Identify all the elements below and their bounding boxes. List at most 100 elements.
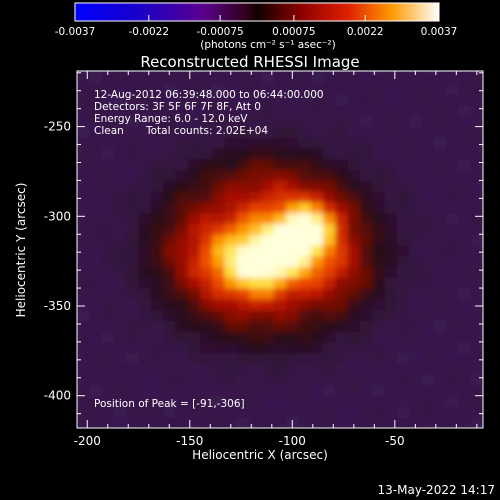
heatmap-cell xyxy=(101,105,115,117)
heatmap-cell xyxy=(372,148,386,160)
heatmap-cell xyxy=(446,417,459,428)
heatmap-cell xyxy=(433,352,447,364)
heatmap-cell xyxy=(261,191,275,203)
heatmap-cell xyxy=(421,288,435,300)
heatmap-cell xyxy=(249,234,263,246)
heatmap-cell xyxy=(249,384,263,397)
heatmap-cell xyxy=(261,417,275,428)
heatmap-cell xyxy=(163,234,176,246)
y-tick-label: -400 xyxy=(44,389,71,403)
heatmap-cell xyxy=(372,277,386,289)
heatmap-cell xyxy=(359,320,373,332)
heatmap-cell xyxy=(150,255,164,268)
heatmap-cell xyxy=(310,201,324,214)
heatmap-cell xyxy=(446,266,459,278)
heatmap-cell xyxy=(175,406,189,418)
heatmap-cell xyxy=(446,406,459,418)
heatmap-cell xyxy=(249,212,263,224)
heatmap-cell xyxy=(323,331,336,343)
heatmap-cell xyxy=(101,191,115,203)
heatmap-cell xyxy=(396,105,410,117)
heatmap-cell xyxy=(150,277,164,289)
heatmap-cell xyxy=(138,309,152,321)
heatmap-cell xyxy=(298,255,312,268)
heatmap-cell xyxy=(446,115,459,128)
heatmap-cell xyxy=(273,191,287,203)
heatmap-cell xyxy=(286,341,299,354)
heatmap-cell xyxy=(150,94,164,106)
heatmap-cell xyxy=(200,126,213,138)
heatmap-cell xyxy=(458,158,472,171)
heatmap-cell xyxy=(323,266,336,278)
heatmap-cell xyxy=(101,83,115,95)
heatmap-cell xyxy=(323,223,336,235)
heatmap-cell xyxy=(163,320,176,332)
heatmap-cell xyxy=(77,406,90,418)
heatmap-cell xyxy=(187,384,201,397)
heatmap-cell xyxy=(224,94,238,106)
heatmap-cell xyxy=(273,288,287,300)
heatmap-cell xyxy=(433,115,447,128)
heatmap-cell xyxy=(470,148,483,160)
heatmap-cell xyxy=(200,406,213,418)
heatmap-cell xyxy=(421,309,435,321)
heatmap-cell xyxy=(446,298,459,311)
heatmap-cell xyxy=(286,191,299,203)
heatmap-cell xyxy=(163,331,176,343)
heatmap-cell xyxy=(310,331,324,343)
heatmap-cell xyxy=(77,363,90,375)
heatmap-cell xyxy=(150,266,164,278)
heatmap-cell xyxy=(163,191,176,203)
heatmap-cell xyxy=(347,384,361,397)
heatmap-cell xyxy=(77,309,90,321)
heatmap-cell xyxy=(163,266,176,278)
heatmap-cell xyxy=(359,223,373,235)
heatmap-cell xyxy=(372,191,386,203)
heatmap-cell xyxy=(249,115,263,128)
heatmap-cell xyxy=(409,83,422,95)
heatmap-cell xyxy=(286,234,299,246)
heatmap-cell xyxy=(409,126,422,138)
heatmap-cell xyxy=(335,126,349,138)
heatmap-cell xyxy=(470,245,483,257)
heatmap-cell xyxy=(200,298,213,311)
heatmap-cell xyxy=(323,320,336,332)
heatmap-cell xyxy=(470,266,483,278)
heatmap-cell xyxy=(273,105,287,117)
heatmap-cell xyxy=(298,212,312,224)
heatmap-cell xyxy=(384,363,398,375)
heatmap-cell xyxy=(175,417,189,428)
heatmap-cell xyxy=(323,180,336,192)
heatmap-cell xyxy=(359,158,373,171)
heatmap-cell xyxy=(77,266,90,278)
heatmap-cell xyxy=(261,94,275,106)
heatmap-cell xyxy=(433,288,447,300)
heatmap-cell xyxy=(175,245,189,257)
heatmap-cell xyxy=(200,309,213,321)
heatmap-cell xyxy=(409,148,422,160)
heatmap-cell xyxy=(187,137,201,149)
heatmap-cell xyxy=(359,94,373,106)
heatmap-cell xyxy=(249,331,263,343)
heatmap-cell xyxy=(200,374,213,386)
heatmap-cell xyxy=(150,384,164,397)
heatmap-cell xyxy=(89,374,103,386)
heatmap-cell xyxy=(372,180,386,192)
heatmap-cell xyxy=(310,288,324,300)
colorbar-ticks: -0.0037 -0.0022 -0.00075 0.00075 0.0022 0.003… xyxy=(55,15,457,38)
heatmap-cell xyxy=(433,94,447,106)
heatmap-cell xyxy=(347,83,361,95)
heatmap-cell xyxy=(310,72,324,85)
heatmap-cell xyxy=(446,245,459,257)
heatmap-cell xyxy=(433,406,447,418)
heatmap-cell xyxy=(298,288,312,300)
heatmap-cell xyxy=(236,115,250,128)
heatmap-cell xyxy=(261,72,275,85)
heatmap-cell xyxy=(126,352,140,364)
heatmap-cell xyxy=(138,180,152,192)
heatmap-cell xyxy=(249,180,263,192)
heatmap-cell xyxy=(286,298,299,311)
heatmap-cell xyxy=(470,298,483,311)
heatmap-cell xyxy=(298,158,312,171)
heatmap-cell xyxy=(224,148,238,160)
